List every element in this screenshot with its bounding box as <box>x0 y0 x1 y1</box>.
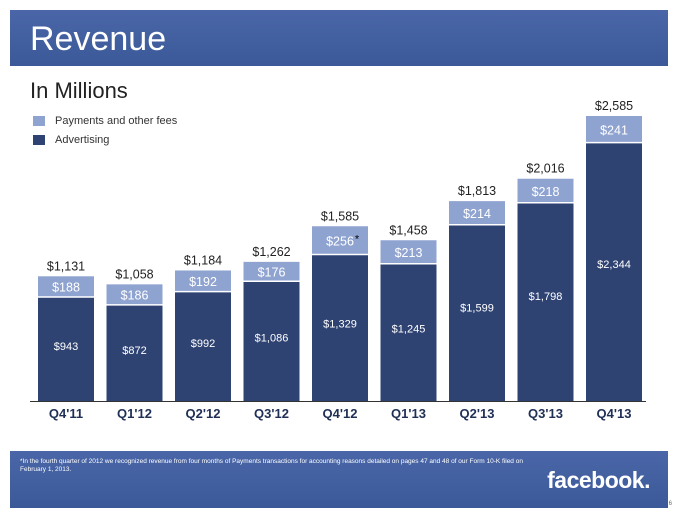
x-tick-label: Q3'13 <box>528 406 563 421</box>
total-value-label: $2,016 <box>526 162 564 176</box>
payments-bar <box>380 240 437 264</box>
advertising-value-label: $872 <box>122 345 146 357</box>
total-value-label: $1,262 <box>252 245 290 259</box>
legend-item-advertising: Advertising <box>33 130 177 149</box>
advertising-value-label: $2,344 <box>597 259 631 271</box>
legend-label-advertising: Advertising <box>55 133 110 146</box>
payments-value-label: $241 <box>600 123 628 137</box>
payments-bar <box>243 261 300 282</box>
footnote: *In the fourth quarter of 2012 we recogn… <box>20 458 523 473</box>
payments-value-label: $218 <box>532 185 560 199</box>
facebook-logo: facebook. <box>547 467 650 493</box>
payments-value-label: $256 <box>326 234 354 248</box>
advertising-value-label: $1,599 <box>460 303 494 315</box>
payments-value-label: $186 <box>121 289 149 303</box>
advertising-bar <box>243 281 300 401</box>
advertising-bar <box>175 291 231 401</box>
payments-value-label: $213 <box>395 246 423 260</box>
advertising-swatch <box>33 134 45 145</box>
advertising-value-label: $1,086 <box>255 333 289 345</box>
payments-value-label: $192 <box>189 275 217 289</box>
x-tick-label: Q1'12 <box>117 406 152 421</box>
x-tick-label: Q1'13 <box>391 406 426 421</box>
payments-bar <box>106 284 163 305</box>
advertising-bar <box>449 224 505 401</box>
total-value-label: $1,184 <box>184 253 222 267</box>
total-value-label: $1,585 <box>321 209 359 223</box>
legend-item-payments: Payments and other fees <box>33 111 177 130</box>
total-value-label: $1,813 <box>458 184 496 198</box>
advertising-value-label: $1,245 <box>392 323 426 335</box>
page-title: Revenue <box>30 20 167 58</box>
x-tick-label: Q4'13 <box>597 406 632 421</box>
advertising-value-label: $1,798 <box>529 291 563 303</box>
x-tick-label: Q4'11 <box>49 406 83 421</box>
footer-banner: *In the fourth quarter of 2012 we recogn… <box>10 451 668 508</box>
payments-bar <box>175 270 231 292</box>
revenue-bar-chart: $943 $188 $1,131 Q4'11 $872 $186 $1,058 Q1'12 $9… <box>30 99 646 421</box>
payments-value-label: $214 <box>463 207 491 221</box>
legend: Payments and other fees Advertising <box>33 111 177 149</box>
annotation-asterisk: * <box>355 233 360 245</box>
payments-value-label: $176 <box>258 266 286 280</box>
advertising-bar <box>586 142 642 401</box>
payments-bar <box>312 226 368 255</box>
advertising-bar <box>106 304 163 401</box>
x-tick-label: Q2'12 <box>186 406 221 421</box>
payments-swatch <box>33 115 45 126</box>
x-tick-label: Q3'12 <box>254 406 289 421</box>
payments-bar <box>517 178 574 203</box>
x-tick-label: Q2'13 <box>460 406 495 421</box>
chart-subtitle: In Millions <box>30 78 128 103</box>
page-number: 6 <box>668 501 672 507</box>
advertising-bar <box>312 254 368 401</box>
payments-bar <box>38 276 94 298</box>
advertising-value-label: $992 <box>191 338 215 350</box>
advertising-value-label: $1,329 <box>323 318 357 330</box>
x-tick-label: Q4'12 <box>323 406 358 421</box>
advertising-bar <box>38 297 94 401</box>
advertising-bar <box>517 202 574 401</box>
advertising-bar <box>380 263 437 401</box>
payments-value-label: $188 <box>52 281 80 295</box>
header-banner: Revenue <box>10 10 668 66</box>
advertising-value-label: $943 <box>54 341 78 353</box>
total-value-label: $1,058 <box>115 267 153 281</box>
total-value-label: $2,585 <box>595 99 633 113</box>
total-value-label: $1,131 <box>47 259 85 273</box>
legend-label-payments: Payments and other fees <box>55 114 178 127</box>
total-value-label: $1,458 <box>389 223 427 237</box>
payments-bar <box>449 201 505 225</box>
payments-bar <box>586 116 642 143</box>
